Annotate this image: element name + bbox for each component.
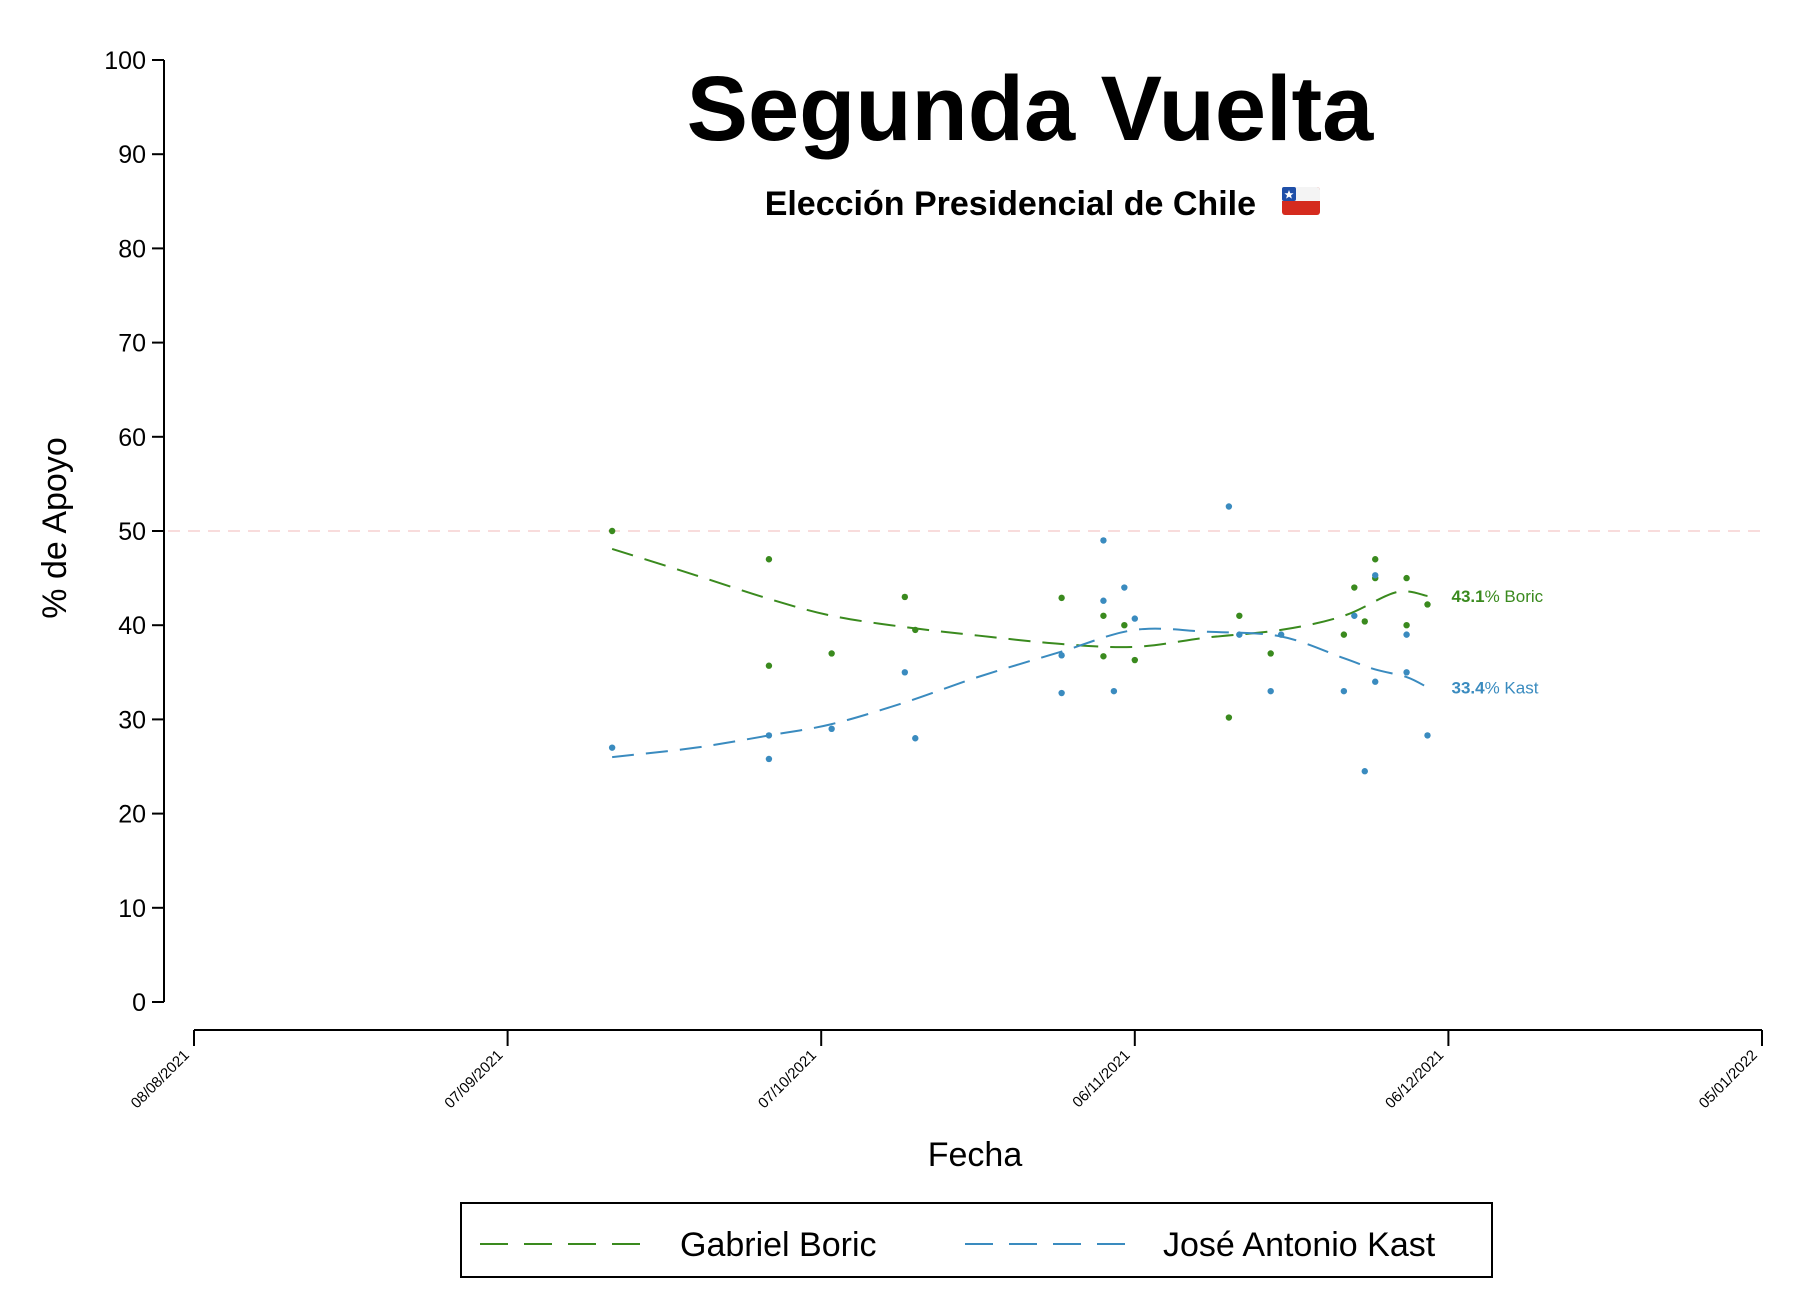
y-tick-label: 90 bbox=[118, 141, 146, 169]
series-boric bbox=[608, 527, 1431, 721]
data-point-kast bbox=[1110, 687, 1118, 695]
legend-box bbox=[460, 1202, 1493, 1278]
end-label-kast: 33.4% Kast bbox=[1451, 678, 1538, 697]
y-axis: 0 10 20 30 40 50 60 70 80 90 100 bbox=[104, 47, 165, 1017]
data-point-kast bbox=[1372, 678, 1379, 685]
data-point-kast bbox=[901, 669, 909, 676]
x-tick-label: 07/09/2021 bbox=[441, 1047, 506, 1112]
data-point-kast bbox=[765, 755, 773, 763]
x-axis-label: Fecha bbox=[928, 1136, 1023, 1174]
data-point-kast bbox=[1058, 652, 1065, 659]
data-point-boric bbox=[1351, 584, 1358, 591]
data-point-boric bbox=[912, 626, 919, 634]
data-point-boric bbox=[1403, 622, 1410, 629]
data-point-boric bbox=[1100, 612, 1107, 619]
y-axis-label: % de Apoyo bbox=[36, 437, 74, 618]
y-tick-label: 80 bbox=[118, 235, 146, 263]
y-tick-label: 50 bbox=[118, 518, 146, 546]
data-point-kast bbox=[912, 735, 919, 742]
data-point-boric bbox=[901, 593, 909, 601]
data-point-boric bbox=[765, 556, 773, 563]
trend-line-kast bbox=[612, 627, 1428, 759]
data-point-boric bbox=[765, 662, 773, 669]
data-point-kast bbox=[1100, 537, 1107, 544]
data-point-kast bbox=[1277, 631, 1285, 638]
data-point-boric bbox=[1100, 653, 1107, 660]
x-tick-label: 07/10/2021 bbox=[755, 1047, 820, 1112]
data-point-kast bbox=[1424, 732, 1431, 739]
data-point-boric bbox=[1236, 612, 1243, 619]
data-point-kast bbox=[1351, 612, 1358, 619]
y-tick-label: 60 bbox=[118, 424, 146, 452]
data-point-kast bbox=[1372, 572, 1379, 579]
legend-label-boric: Gabriel Boric bbox=[680, 1226, 877, 1264]
series-kast bbox=[608, 503, 1431, 775]
data-point-boric bbox=[1340, 631, 1348, 638]
data-point-kast bbox=[1340, 687, 1348, 695]
data-point-kast bbox=[828, 725, 835, 733]
chile-flag-icon bbox=[1282, 187, 1320, 215]
plot-area bbox=[608, 503, 1431, 775]
data-point-kast bbox=[1267, 687, 1274, 695]
data-point-kast bbox=[608, 744, 616, 751]
data-point-kast bbox=[1403, 631, 1410, 638]
data-point-boric bbox=[1361, 618, 1368, 625]
data-point-boric bbox=[828, 650, 835, 657]
data-point-kast bbox=[1131, 615, 1139, 622]
y-tick-label: 100 bbox=[104, 47, 146, 75]
data-point-boric bbox=[1372, 556, 1379, 563]
y-tick-label: 20 bbox=[118, 801, 146, 829]
data-point-kast bbox=[1121, 584, 1128, 591]
data-point-kast bbox=[1225, 503, 1233, 510]
trend-line-boric bbox=[611, 547, 1428, 649]
data-point-boric bbox=[1121, 622, 1128, 629]
data-point-kast bbox=[1361, 768, 1368, 775]
data-point-boric bbox=[1131, 656, 1139, 664]
data-point-boric bbox=[1403, 574, 1410, 582]
data-point-kast bbox=[765, 732, 773, 739]
chart-title: Segunda Vuelta bbox=[687, 58, 1375, 160]
y-tick-label: 0 bbox=[132, 989, 146, 1017]
x-tick-label: 06/11/2021 bbox=[1069, 1047, 1133, 1111]
data-point-boric bbox=[1058, 594, 1065, 602]
y-tick-label: 70 bbox=[118, 330, 146, 358]
data-point-boric bbox=[1424, 601, 1431, 608]
end-labels: 43.1% Boric 33.4% Kast bbox=[1451, 587, 1543, 697]
data-point-boric bbox=[608, 527, 616, 535]
end-label-boric: 43.1% Boric bbox=[1451, 587, 1543, 606]
x-tick-label: 06/12/2021 bbox=[1382, 1047, 1447, 1112]
legend-label-kast: José Antonio Kast bbox=[1163, 1226, 1436, 1264]
x-tick-label: 05/01/2022 bbox=[1696, 1047, 1761, 1112]
data-point-kast bbox=[1058, 689, 1065, 697]
chart-subtitle: Elección Presidencial de Chile bbox=[765, 185, 1256, 223]
y-tick-label: 10 bbox=[118, 895, 146, 923]
y-tick-label: 40 bbox=[118, 612, 146, 640]
data-point-boric bbox=[1225, 714, 1233, 721]
legend: Gabriel Boric José Antonio Kast bbox=[460, 1202, 1493, 1278]
x-axis: 08/08/2021 07/09/2021 07/10/2021 06/11/2021… bbox=[128, 1029, 1763, 1112]
data-point-kast bbox=[1403, 669, 1410, 676]
subtitle-group: Elección Presidencial de Chile bbox=[765, 185, 1320, 223]
data-point-kast bbox=[1236, 631, 1243, 638]
data-point-boric bbox=[1267, 650, 1274, 657]
x-tick-label: 08/08/2021 bbox=[128, 1047, 193, 1112]
data-point-kast bbox=[1100, 597, 1107, 604]
y-tick-label: 30 bbox=[118, 706, 146, 734]
